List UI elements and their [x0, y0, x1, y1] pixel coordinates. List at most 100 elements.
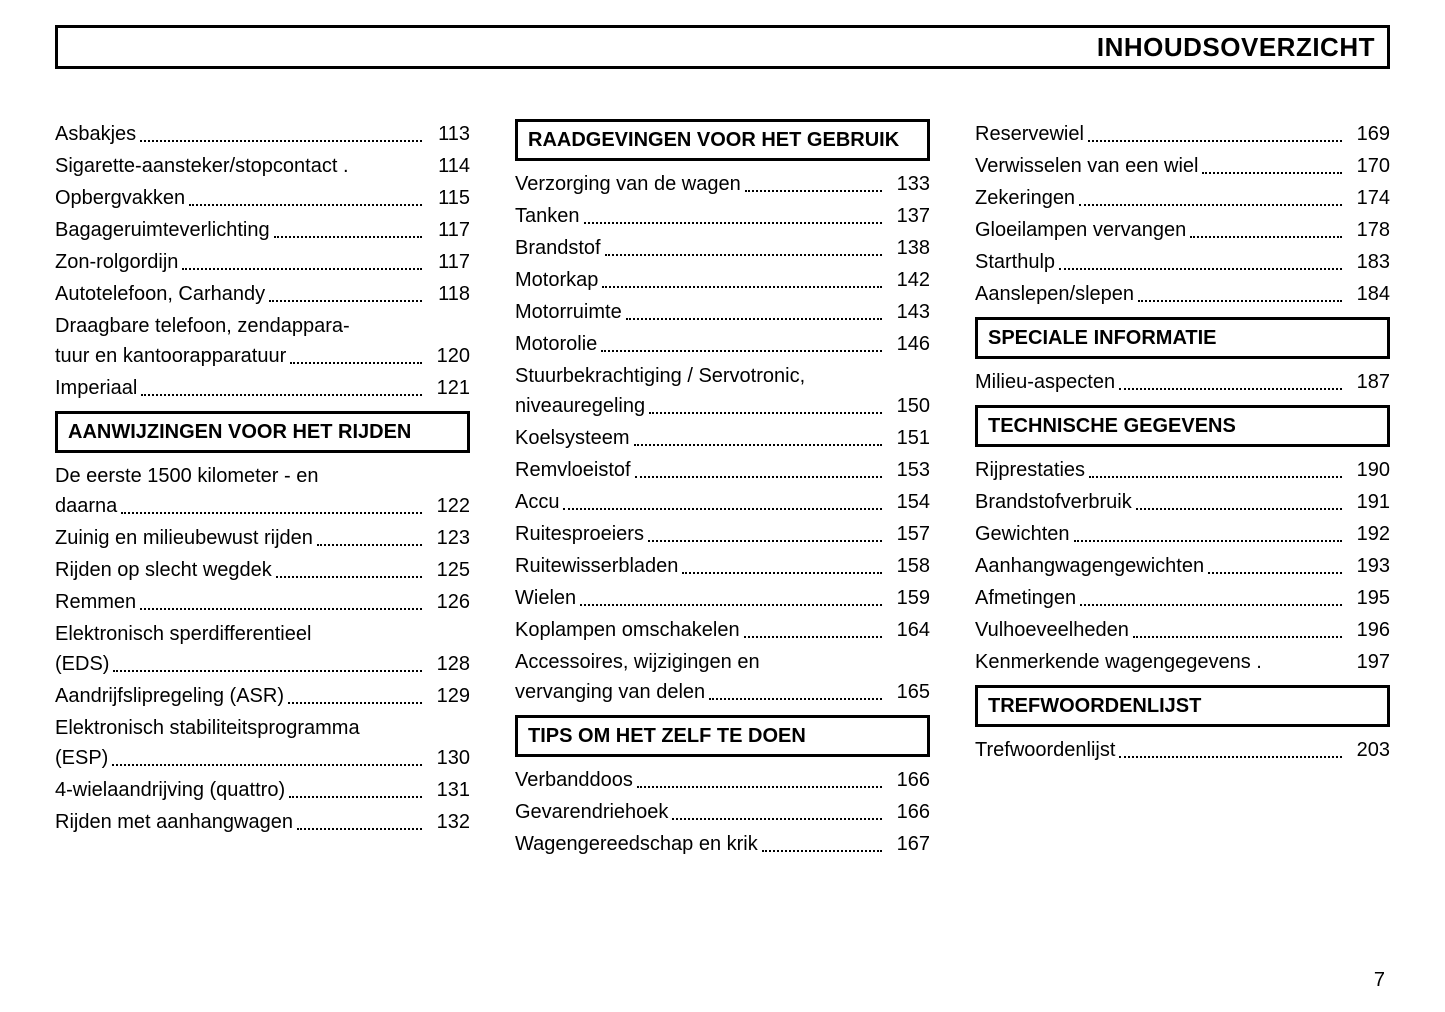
- toc-entry: Remvloeistof153: [515, 455, 930, 485]
- toc-entry: Motorruimte143: [515, 297, 930, 327]
- toc-dots: [1088, 140, 1342, 142]
- toc-entry: Milieu-aspecten187: [975, 367, 1390, 397]
- toc-page: 154: [886, 487, 930, 517]
- toc-dots: [648, 540, 882, 542]
- toc-label: Asbakjes: [55, 119, 136, 149]
- toc-entry: Afmetingen195: [975, 583, 1390, 613]
- toc-label-line2: niveauregeling: [515, 391, 645, 421]
- toc-dots: [182, 268, 422, 270]
- toc-entry: Kenmerkende wagengegevens .197: [975, 647, 1390, 677]
- toc-page: 190: [1346, 455, 1390, 485]
- toc-page: 159: [886, 583, 930, 613]
- toc-group-col1-sec1: De eerste 1500 kilometer - endaarna122Zu…: [55, 461, 470, 837]
- toc-entry: Motorolie146: [515, 329, 930, 359]
- toc-dots: [1138, 300, 1342, 302]
- toc-page: 133: [886, 169, 930, 199]
- page-title: INHOUDSOVERZICHT: [1097, 32, 1375, 63]
- toc-page: 166: [886, 797, 930, 827]
- toc-dots: [289, 796, 422, 798]
- toc-entry: Zon-rolgordijn117: [55, 247, 470, 277]
- toc-row: tuur en kantoorapparatuur120: [55, 341, 470, 371]
- toc-page: 192: [1346, 519, 1390, 549]
- toc-entry: Autotelefoon, Carhandy118: [55, 279, 470, 309]
- toc-page: 203: [1346, 735, 1390, 765]
- section-title: SPECIALE INFORMATIE: [988, 326, 1377, 350]
- toc-dots: [317, 544, 422, 546]
- toc-label: Tanken: [515, 201, 580, 231]
- page-header-box: INHOUDSOVERZICHT: [55, 25, 1390, 69]
- toc-group-col3-sec2: Rijprestaties190Brandstofverbruik191Gewi…: [975, 455, 1390, 677]
- column-2: RAADGEVINGEN VOOR HET GEBRUIK Verzorging…: [515, 119, 930, 861]
- toc-group-col3-sec1: Milieu-aspecten187: [975, 367, 1390, 397]
- toc-page: 196: [1346, 615, 1390, 645]
- toc-page: 114: [426, 151, 470, 181]
- toc-entry: Verzorging van de wagen133: [515, 169, 930, 199]
- toc-label: Koplampen omschakelen: [515, 615, 740, 645]
- toc-page: 122: [426, 491, 470, 521]
- toc-label-line1: Elektronisch stabiliteitsprogramma: [55, 713, 470, 743]
- toc-label: Verwisselen van een wiel: [975, 151, 1198, 181]
- page-number: 7: [1374, 969, 1385, 992]
- toc-dots: [745, 190, 882, 192]
- toc-page: 158: [886, 551, 930, 581]
- toc-label: Brandstofverbruik: [975, 487, 1132, 517]
- toc-label: Aandrijfslipregeling (ASR): [55, 681, 284, 711]
- toc-dots: [276, 576, 422, 578]
- toc-dots: [563, 508, 882, 510]
- toc-dots: [1119, 388, 1342, 390]
- toc-entry: Zuinig en milieubewust rijden123: [55, 523, 470, 553]
- toc-label-line1: Stuurbekrachtiging / Servotronic,: [515, 361, 930, 391]
- toc-entry: Zekeringen174: [975, 183, 1390, 213]
- toc-row: (EDS)128: [55, 649, 470, 679]
- toc-entry: Stuurbekrachtiging / Servotronic,niveaur…: [515, 361, 930, 421]
- toc-entry: Rijprestaties190: [975, 455, 1390, 485]
- toc-label: Motorkap: [515, 265, 598, 295]
- toc-label: Koelsysteem: [515, 423, 630, 453]
- toc-page: 121: [426, 373, 470, 403]
- toc-page: 167: [886, 829, 930, 859]
- toc-page: 131: [426, 775, 470, 805]
- toc-label: Zuinig en milieubewust rijden: [55, 523, 313, 553]
- toc-row: daarna 122: [55, 491, 470, 521]
- toc-dots: [1089, 476, 1342, 478]
- toc-page: 125: [426, 555, 470, 585]
- toc-label: Reservewiel: [975, 119, 1084, 149]
- toc-entry: Gevarendriehoek166: [515, 797, 930, 827]
- toc-dots: [1202, 172, 1342, 174]
- toc-dots: [1080, 604, 1342, 606]
- toc-dots: [672, 818, 882, 820]
- toc-label: Opbergvakken: [55, 183, 185, 213]
- toc-label: Wielen: [515, 583, 576, 613]
- toc-dots: [1133, 636, 1342, 638]
- toc-dots: [762, 850, 882, 852]
- toc-dots: [189, 204, 422, 206]
- toc-label: Aanslepen/slepen: [975, 279, 1134, 309]
- toc-dots: [1208, 572, 1342, 574]
- toc-dots: [584, 222, 883, 224]
- toc-dots: [297, 828, 422, 830]
- toc-dots: [1119, 756, 1342, 758]
- toc-page: 126: [426, 587, 470, 617]
- toc-dots: [635, 476, 882, 478]
- toc-dots: [1079, 204, 1342, 206]
- toc-dots: [602, 286, 882, 288]
- toc-entry: Elektronisch stabiliteitsprogramma(ESP)1…: [55, 713, 470, 773]
- toc-entry: Imperiaal121: [55, 373, 470, 403]
- toc-dots: [141, 394, 422, 396]
- toc-page: 146: [886, 329, 930, 359]
- toc-entry: Opbergvakken115: [55, 183, 470, 213]
- toc-label: Kenmerkende wagengegevens .: [975, 647, 1262, 677]
- toc-entry: Gloeilampen vervangen 178: [975, 215, 1390, 245]
- toc-entry: Draagbare telefoon, zendappara-tuur en k…: [55, 311, 470, 371]
- toc-entry: Motorkap142: [515, 265, 930, 295]
- toc-dots: [1059, 268, 1342, 270]
- toc-page: 166: [886, 765, 930, 795]
- toc-entry: Aanslepen/slepen184: [975, 279, 1390, 309]
- toc-label-line2: daarna: [55, 491, 117, 521]
- toc-label: Rijden op slecht wegdek: [55, 555, 272, 585]
- toc-dots: [1074, 540, 1343, 542]
- toc-label: Gloeilampen vervangen: [975, 215, 1186, 245]
- toc-page: 178: [1346, 215, 1390, 245]
- toc-label: Remmen: [55, 587, 136, 617]
- toc-page: 117: [426, 247, 470, 277]
